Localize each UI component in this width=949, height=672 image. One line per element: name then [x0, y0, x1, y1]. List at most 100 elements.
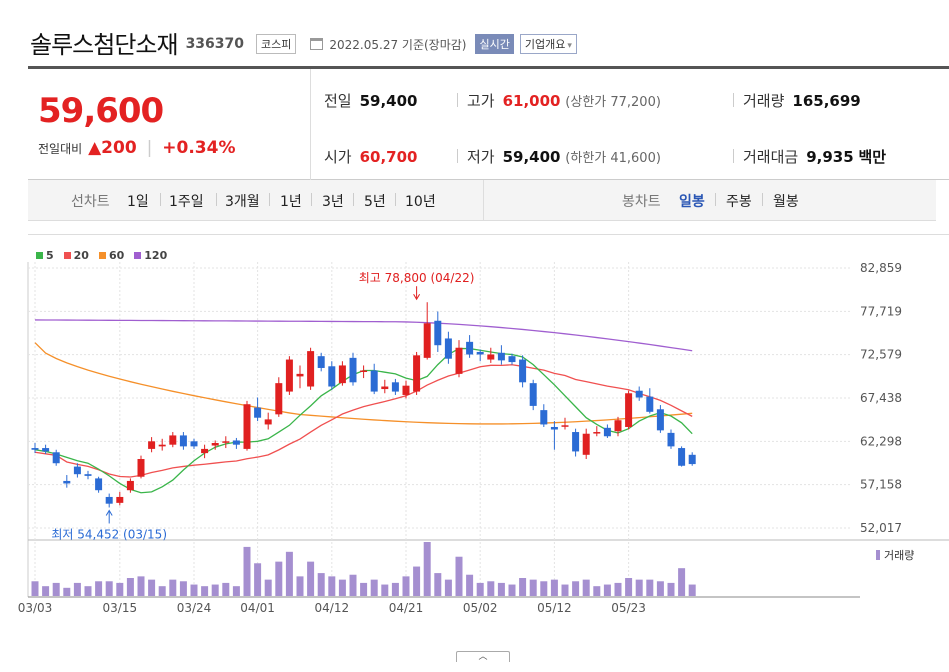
- high-annotation: 최고 78,800 (04/22): [359, 271, 475, 285]
- candle-body: [328, 366, 336, 387]
- volume-bar: [126, 578, 134, 596]
- ma-legend: 5 20 60 120: [36, 249, 167, 262]
- volume-bar: [328, 576, 336, 596]
- volume-bar: [307, 561, 315, 596]
- candle-body: [169, 435, 177, 445]
- open-price: 시가 60,700: [324, 146, 418, 167]
- company-overview-button[interactable]: 기업개요 ▾: [519, 33, 577, 54]
- period-10y[interactable]: 10년: [405, 194, 436, 210]
- volume-bar: [423, 542, 431, 596]
- candle-body: [413, 355, 421, 392]
- volume-bar: [179, 581, 187, 596]
- stock-code: 336370: [185, 36, 245, 52]
- candle-body: [52, 452, 60, 464]
- candle-body: [243, 404, 251, 449]
- candle-body: [264, 419, 272, 425]
- realtime-button[interactable]: 실시간: [475, 33, 514, 54]
- current-price: 59,600: [38, 91, 164, 131]
- candle-body: [307, 351, 315, 387]
- candle-daily[interactable]: 일봉: [679, 194, 705, 210]
- prev-close: 전일 59,400: [324, 90, 418, 111]
- volume-bar: [508, 584, 516, 596]
- candle-body: [646, 396, 654, 412]
- candle-weekly[interactable]: 주봉: [726, 194, 752, 210]
- y-tick-label: 67,438: [860, 391, 902, 405]
- candle-body: [126, 480, 134, 491]
- volume-bar: [434, 573, 442, 596]
- period-3y[interactable]: 3년: [322, 194, 344, 210]
- x-tick-label: 05/02: [463, 601, 498, 615]
- low-value: 59,400: [502, 148, 561, 166]
- upper-limit: (상한가 77,200): [565, 95, 661, 110]
- prev-close-value: 59,400: [359, 92, 418, 110]
- volume-bar: [593, 586, 601, 596]
- legend-swatch: [134, 252, 142, 259]
- volume-bar: [370, 579, 378, 596]
- divider: [269, 193, 270, 206]
- prev-close-label: 전일: [324, 92, 352, 110]
- period-1d[interactable]: 1일: [127, 194, 149, 210]
- y-tick-label: 57,158: [860, 478, 902, 492]
- candle-body: [73, 466, 81, 475]
- candle-body: [529, 383, 537, 406]
- candle-body: [582, 433, 590, 455]
- open-value: 60,700: [359, 148, 418, 166]
- volume-bar: [254, 563, 262, 596]
- legend-label: 20: [73, 249, 89, 262]
- volume-bar: [285, 551, 293, 596]
- y-tick-label: 82,859: [860, 261, 902, 275]
- volume-bar: [158, 586, 166, 596]
- candle-body: [487, 354, 495, 360]
- trade-value-label: 거래대금: [743, 148, 799, 166]
- volume-bar: [402, 576, 410, 596]
- candle-body: [360, 370, 368, 373]
- section-divider: [483, 180, 484, 220]
- candle-body: [95, 478, 103, 491]
- volume-bar: [540, 581, 548, 596]
- candle-body: [508, 356, 516, 363]
- candle-body: [179, 435, 187, 447]
- period-1w[interactable]: 1주일: [169, 194, 204, 210]
- volume-bar: [487, 581, 495, 596]
- trade-value-amount: 9,935: [806, 148, 854, 166]
- divider: [733, 93, 734, 107]
- volume-bar: [148, 579, 156, 596]
- collapse-toggle[interactable]: ︿: [456, 651, 510, 662]
- x-tick-label: 04/21: [389, 601, 424, 615]
- divider: [457, 93, 458, 107]
- chart-period-bar: 선차트 1일 1주일 3개월 1년 3년 5년 10년 봉차트 일봉 주봉 월봉: [28, 180, 936, 221]
- volume-bar: [84, 586, 92, 596]
- candle-body: [688, 454, 696, 465]
- candle-monthly[interactable]: 월봉: [773, 194, 799, 210]
- divider: [160, 193, 161, 206]
- candle-body: [635, 390, 643, 398]
- volume-bar: [296, 576, 304, 596]
- period-3m[interactable]: 3개월: [225, 194, 260, 210]
- chevron-up-icon: ︿: [478, 652, 488, 662]
- y-tick-label: 62,298: [860, 434, 902, 448]
- candle-body: [423, 323, 431, 358]
- candle-body: [349, 357, 357, 383]
- volume: 거래량 165,699: [743, 90, 861, 111]
- candle-chart-label: 봉차트: [622, 194, 661, 210]
- candle-body: [593, 432, 601, 434]
- divider: [311, 193, 312, 206]
- volume-bar: [264, 579, 272, 596]
- period-1y[interactable]: 1년: [280, 194, 302, 210]
- candle-body: [370, 370, 378, 392]
- change-value: 200: [101, 138, 137, 158]
- line-chart-label: 선차트: [71, 194, 110, 210]
- x-tick-label: 04/12: [315, 601, 350, 615]
- candle-body: [466, 341, 474, 355]
- period-5y[interactable]: 5년: [364, 194, 386, 210]
- volume-value: 165,699: [792, 92, 861, 110]
- price-block: 59,600 전일대비 ▲200 | +0.34%: [28, 69, 311, 180]
- volume-bar: [95, 581, 103, 596]
- candle-body: [201, 448, 209, 454]
- candle-body: [296, 373, 304, 377]
- candle-body: [148, 441, 156, 449]
- market-badge: 코스피: [256, 33, 297, 54]
- volume-bar: [63, 587, 71, 596]
- legend-ma5: 5: [36, 249, 54, 262]
